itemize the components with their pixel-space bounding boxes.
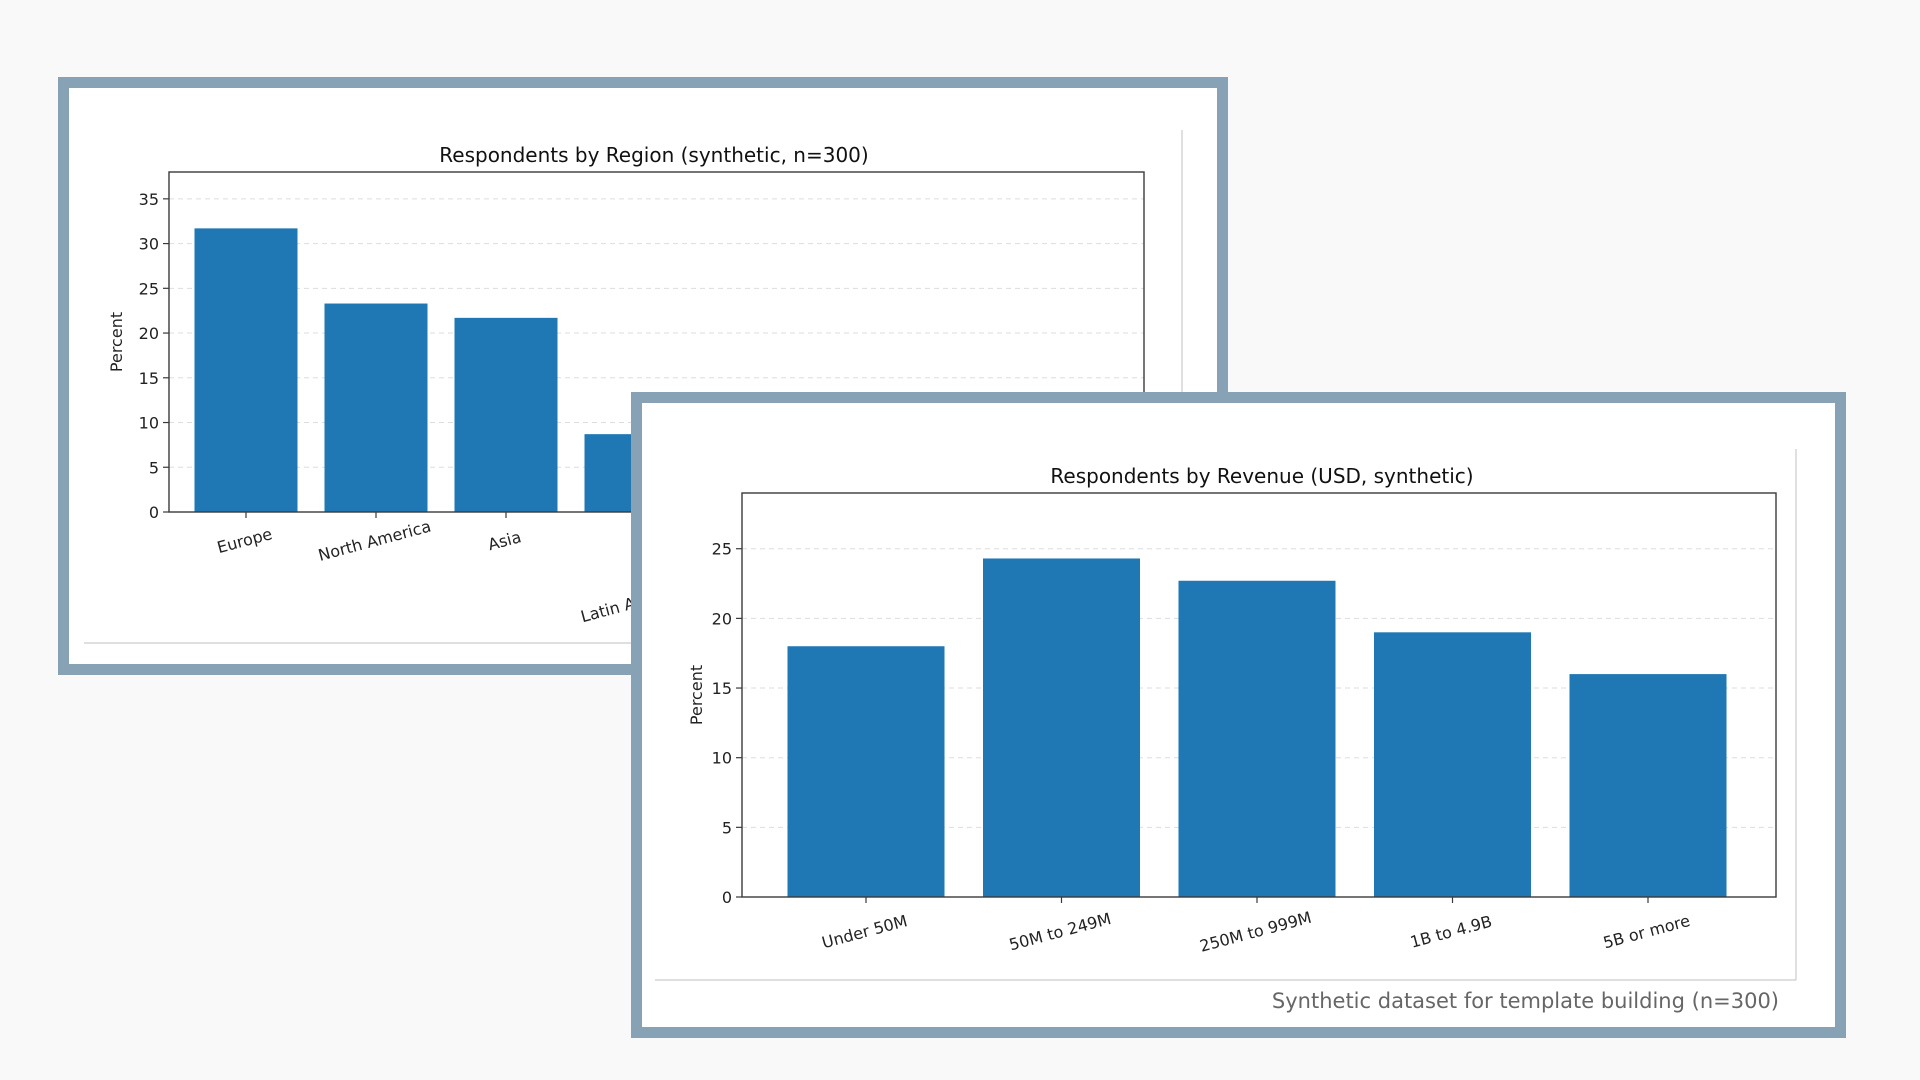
region-x-tick-label: North America	[316, 517, 433, 565]
revenue-y-tick-label: 20	[712, 609, 732, 628]
revenue-x-tick-label: 50M to 249M	[1007, 909, 1113, 954]
revenue-plot-frame	[741, 492, 1777, 898]
revenue-y-axis-label: Percent	[687, 665, 706, 725]
region-bar	[454, 317, 558, 512]
revenue-bar	[787, 646, 945, 897]
revenue-chart-title: Respondents by Revenue (USD, synthetic)	[1050, 464, 1473, 488]
region-y-tick-label: 25	[139, 279, 159, 298]
region-y-tick-label: 15	[139, 369, 159, 388]
revenue-bar	[1569, 674, 1727, 897]
revenue-bar	[983, 558, 1140, 897]
revenue-footnote: Synthetic dataset for template building …	[1272, 989, 1779, 1013]
revenue-x-tick-label: 250M to 999M	[1198, 908, 1314, 956]
revenue-bar	[1374, 632, 1531, 897]
revenue-y-tick-label: 15	[712, 679, 732, 698]
region-y-tick-label: 5	[149, 458, 159, 477]
revenue-x-tick-label: 5B or more	[1601, 911, 1692, 952]
revenue-y-tick-label: 25	[712, 540, 732, 559]
region-bar	[194, 228, 298, 513]
revenue-y-tick-label: 5	[722, 818, 732, 837]
region-y-tick-label: 0	[149, 503, 159, 522]
revenue-chart-panel: Respondents by Revenue (USD, synthetic) …	[631, 392, 1846, 1038]
revenue-x-tick-label: Under 50M	[820, 911, 910, 952]
revenue-y-tick-label: 0	[722, 888, 732, 907]
region-y-axis-label: Percent	[107, 312, 126, 372]
revenue-bar	[1178, 580, 1336, 897]
region-bar	[324, 303, 428, 512]
revenue-bar-chart: Respondents by Revenue (USD, synthetic) …	[655, 449, 1797, 1013]
region-y-tick-label: 20	[139, 324, 159, 343]
region-y-tick-label: 10	[139, 414, 159, 433]
region-x-tick-label: Europe	[215, 524, 274, 557]
revenue-y-tick-label: 10	[712, 749, 732, 768]
region-y-tick-label: 30	[139, 235, 159, 254]
revenue-x-tick-label: 1B to 4.9B	[1408, 912, 1494, 952]
region-x-tick-label: Asia	[486, 527, 523, 554]
region-y-tick-label: 35	[139, 190, 159, 209]
region-chart-title: Respondents by Region (synthetic, n=300)	[439, 143, 868, 167]
